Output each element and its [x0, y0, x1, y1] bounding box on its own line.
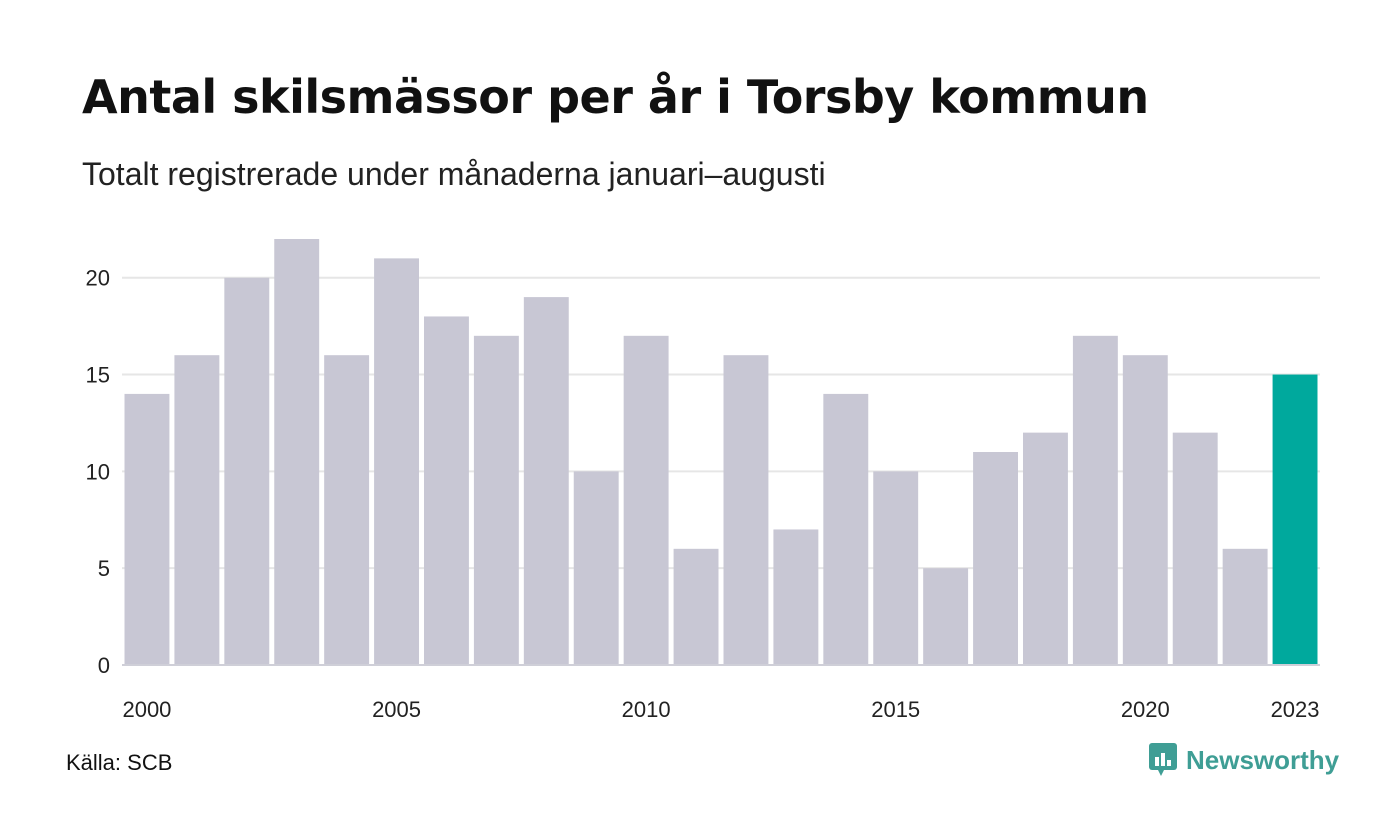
y-tick-label: 15	[86, 363, 110, 388]
x-tick-label: 2000	[122, 697, 171, 722]
x-tick-label: 2023	[1271, 697, 1320, 722]
x-tick-label: 2005	[372, 697, 421, 722]
bar-2002	[224, 277, 270, 665]
source-note: Källa: SCB	[66, 750, 173, 775]
brand-name: Newsworthy	[1186, 744, 1340, 775]
bar-2021	[1172, 432, 1218, 665]
bar-2005	[374, 258, 419, 665]
bar-2019	[1072, 335, 1118, 665]
bar-2006	[424, 316, 469, 665]
y-tick-label: 5	[98, 556, 110, 581]
bar-2022	[1222, 548, 1268, 665]
bar-2011	[673, 548, 719, 665]
y-tick-label: 0	[98, 653, 110, 678]
bar-2023	[1272, 374, 1318, 665]
bar-2012	[723, 355, 769, 665]
chart-subtitle: Totalt registrerade under månaderna janu…	[82, 156, 826, 192]
bar-2007	[473, 335, 519, 665]
x-tick-label: 2015	[871, 697, 920, 722]
x-tick-label: 2010	[622, 697, 671, 722]
bar-2009	[573, 471, 619, 665]
bar-2008	[523, 297, 569, 665]
bar-2014	[823, 393, 869, 665]
newsworthy-logo-icon	[1149, 743, 1177, 776]
bar-2015	[873, 471, 919, 665]
x-tick-label: 2020	[1121, 697, 1170, 722]
bar-2018	[1023, 432, 1068, 665]
y-tick-label: 10	[86, 459, 110, 484]
y-tick-label: 20	[86, 266, 110, 291]
bar-2017	[973, 452, 1018, 665]
bar-2004	[324, 355, 370, 665]
chart-title: Antal skilsmässor per år i Torsby kommun	[82, 70, 1149, 124]
bar-2001	[174, 355, 220, 665]
bar-2016	[923, 568, 969, 665]
bar-2020	[1122, 355, 1168, 665]
bar-2000	[124, 393, 170, 665]
bar-2003	[274, 239, 320, 665]
bar-2013	[773, 529, 819, 665]
bar-2010	[623, 335, 669, 665]
brand-logo: Newsworthy	[1148, 742, 1339, 778]
